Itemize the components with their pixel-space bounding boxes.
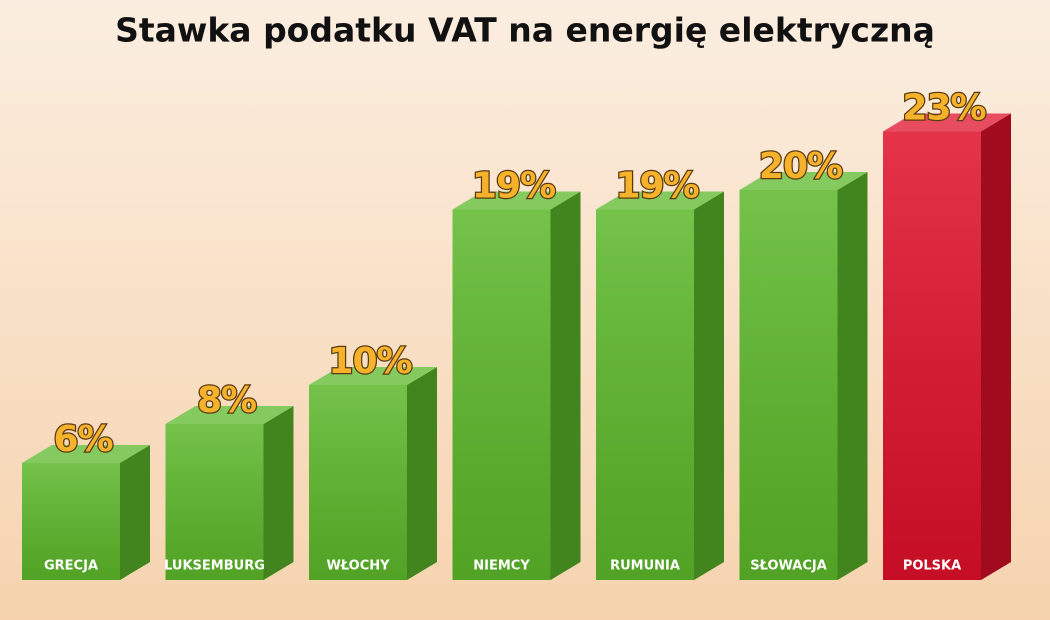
category-label: LUKSEMBURG bbox=[164, 559, 265, 574]
value-label: 19% bbox=[472, 166, 555, 207]
bar-top-shade bbox=[165, 406, 294, 424]
bar-side bbox=[550, 191, 581, 580]
chart-title: Stawka podatku VAT na energię elektryczn… bbox=[115, 11, 935, 50]
bar-top bbox=[596, 191, 724, 210]
category-label: RUMUNIA bbox=[610, 559, 680, 574]
bar-side bbox=[407, 367, 437, 580]
bar-side bbox=[981, 113, 1011, 580]
bar-shade bbox=[883, 131, 981, 580]
bar-side-shade bbox=[837, 172, 868, 580]
bar-top-shade bbox=[22, 445, 150, 463]
bar-top-shade bbox=[596, 191, 724, 210]
bar-shade bbox=[22, 463, 120, 580]
bar-top bbox=[22, 445, 150, 463]
bar-top bbox=[452, 191, 581, 210]
bar-side-shade bbox=[120, 445, 150, 580]
category-label: NIEMCY bbox=[473, 559, 530, 574]
value-label: 10% bbox=[328, 341, 411, 382]
value-label: 23% bbox=[902, 88, 985, 129]
bar-side bbox=[837, 172, 868, 580]
value-label: 8% bbox=[197, 380, 256, 421]
bar-top-shade bbox=[452, 191, 581, 210]
value-label: 20% bbox=[759, 146, 842, 187]
bar-side-shade bbox=[407, 367, 437, 580]
bar-shade bbox=[309, 385, 407, 580]
bar-top bbox=[883, 113, 1011, 132]
bar-shade bbox=[452, 209, 551, 580]
category-label: GRECJA bbox=[44, 559, 98, 574]
bar-top bbox=[739, 172, 868, 190]
bar-shade bbox=[596, 209, 694, 580]
value-label: 19% bbox=[615, 166, 698, 207]
category-label: SŁOWACJA bbox=[750, 559, 827, 574]
bar-side-shade bbox=[981, 113, 1011, 580]
bar-top-shade bbox=[739, 172, 868, 190]
bar-side bbox=[120, 445, 150, 580]
bar-side bbox=[263, 406, 294, 580]
bar-side-shade bbox=[694, 191, 724, 580]
bar-shade bbox=[739, 190, 838, 580]
bar-side-shade bbox=[263, 406, 294, 580]
bar-top-shade bbox=[309, 367, 437, 385]
category-label: POLSKA bbox=[903, 559, 961, 574]
bar-top bbox=[165, 406, 294, 424]
bar-top bbox=[309, 367, 437, 385]
category-label: WŁOCHY bbox=[326, 559, 390, 574]
bar-top-shade bbox=[883, 113, 1011, 132]
bar-side-shade bbox=[550, 191, 581, 580]
value-label: 6% bbox=[53, 419, 112, 460]
bar-side bbox=[694, 191, 724, 580]
bar-shade bbox=[165, 424, 264, 580]
